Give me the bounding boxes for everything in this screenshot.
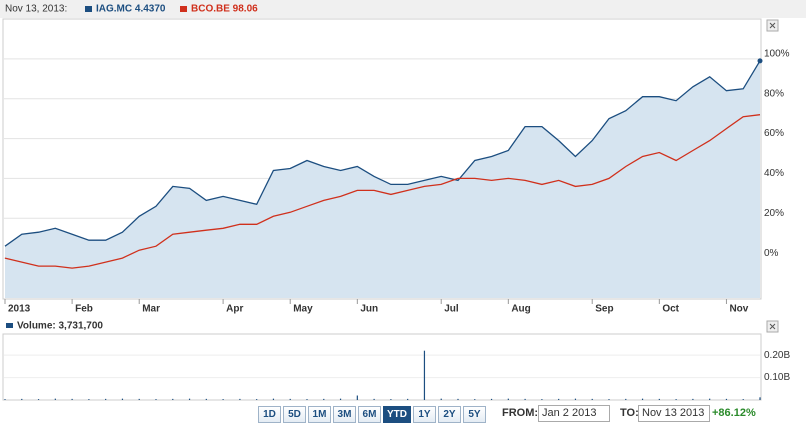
range-button[interactable]: 5Y — [463, 406, 486, 423]
volume-bar — [558, 398, 560, 400]
y-tick-label: 0.20B — [764, 350, 790, 361]
y-tick-label: 0.10B — [764, 372, 790, 383]
volume-bar — [625, 398, 627, 400]
volume-bar — [759, 397, 761, 400]
volume-bar — [608, 399, 610, 400]
volume-bar — [323, 398, 325, 400]
volume-bar — [256, 399, 258, 400]
x-tick-label: Mar — [142, 304, 160, 315]
to-input[interactable]: Nov 13 2013 — [638, 405, 710, 422]
range-button[interactable]: 1Y — [413, 406, 436, 423]
volume-bar — [709, 398, 711, 400]
volume-bar — [440, 398, 442, 400]
range-button[interactable]: 1M — [308, 406, 331, 423]
y-tick-label: 40% — [764, 168, 784, 179]
from-input[interactable]: Jan 2 2013 — [538, 405, 610, 422]
volume-bar — [105, 398, 107, 400]
x-tick-label: Sep — [595, 304, 613, 315]
range-button[interactable]: 6M — [358, 406, 381, 423]
volume-bar — [474, 399, 476, 400]
x-tick-label: Nov — [729, 304, 748, 315]
y-tick-label: 80% — [764, 88, 784, 99]
header-date: Nov 13, 2013: — [5, 4, 67, 15]
volume-bar — [591, 398, 593, 400]
close-x — [769, 323, 776, 330]
volume-bar — [658, 398, 660, 400]
volume-bar — [641, 398, 644, 400]
legend-swatch — [180, 6, 187, 12]
volume-bar — [172, 398, 174, 400]
to-label: TO: — [620, 407, 639, 419]
x-tick-label: Oct — [662, 304, 679, 315]
volume-bar — [188, 398, 191, 400]
x-tick-label: Feb — [75, 304, 93, 315]
volume-bar — [390, 399, 392, 400]
close-x — [769, 22, 776, 29]
volume-bar — [407, 398, 409, 400]
volume-bar — [541, 399, 543, 400]
volume-bar — [742, 399, 744, 400]
volume-bar — [4, 399, 6, 400]
volume-bar — [725, 398, 728, 400]
volume-bar — [339, 398, 342, 400]
volume-bar — [239, 398, 241, 400]
volume-bar — [524, 398, 526, 400]
volume-bar — [222, 399, 224, 400]
legend-label: BCO.BE 98.06 — [191, 4, 258, 15]
volume-bar — [675, 399, 677, 400]
range-button[interactable]: 1D — [258, 406, 281, 423]
volume-bar — [574, 398, 577, 400]
y-tick-label: 100% — [764, 48, 790, 59]
volume-bar — [490, 398, 493, 400]
volume-frame — [2, 333, 762, 401]
range-button[interactable]: 5D — [283, 406, 306, 423]
volume-bar — [356, 395, 358, 400]
header-bar — [0, 0, 806, 18]
x-tick-label: 2013 — [8, 304, 31, 315]
volume-bar — [37, 399, 40, 400]
volume-swatch — [6, 323, 13, 328]
volume-bar — [138, 398, 140, 400]
volume-bar — [155, 399, 157, 400]
volume-bar — [306, 399, 308, 400]
y-tick-label: 0% — [764, 248, 779, 259]
x-tick-label: Jul — [444, 304, 459, 315]
volume-bar — [71, 398, 73, 400]
volume-title: Volume: 3,731,700 — [17, 321, 103, 332]
x-tick-label: Aug — [511, 304, 530, 315]
legend-label: IAG.MC 4.4370 — [96, 4, 166, 15]
volume-bar — [205, 398, 207, 400]
y-tick-label: 60% — [764, 128, 784, 139]
volume-bar — [457, 398, 459, 400]
change: +86.12% — [712, 407, 756, 419]
volume-header — [0, 318, 760, 333]
volume-bar — [423, 350, 426, 400]
line — [4, 114, 761, 269]
volume-bar — [88, 399, 90, 400]
area — [5, 60, 760, 298]
volume-bar — [54, 398, 56, 400]
x-tick-label: Apr — [226, 304, 243, 315]
x-tick-label: May — [293, 304, 313, 315]
volume-bar — [289, 398, 291, 400]
y-tick-label: 20% — [764, 208, 784, 219]
volume-bar — [507, 398, 509, 400]
line — [4, 60, 761, 247]
volume-bar — [373, 398, 375, 400]
range-button[interactable]: YTD — [383, 406, 411, 423]
legend-swatch — [85, 6, 92, 12]
last-point — [757, 58, 763, 64]
range-button[interactable]: 2Y — [438, 406, 461, 423]
chart: Nov 13, 2013: Volume: 3,731,700 0% 20% 40%… — [0, 0, 806, 401]
volume-bar — [272, 398, 275, 400]
x-tick-label: Jun — [360, 304, 378, 315]
volume-bar — [21, 398, 23, 400]
from-label: FROM: — [502, 407, 539, 419]
volume-bar — [692, 398, 694, 400]
range-button[interactable]: 3M — [333, 406, 356, 423]
volume-bar — [121, 398, 124, 400]
